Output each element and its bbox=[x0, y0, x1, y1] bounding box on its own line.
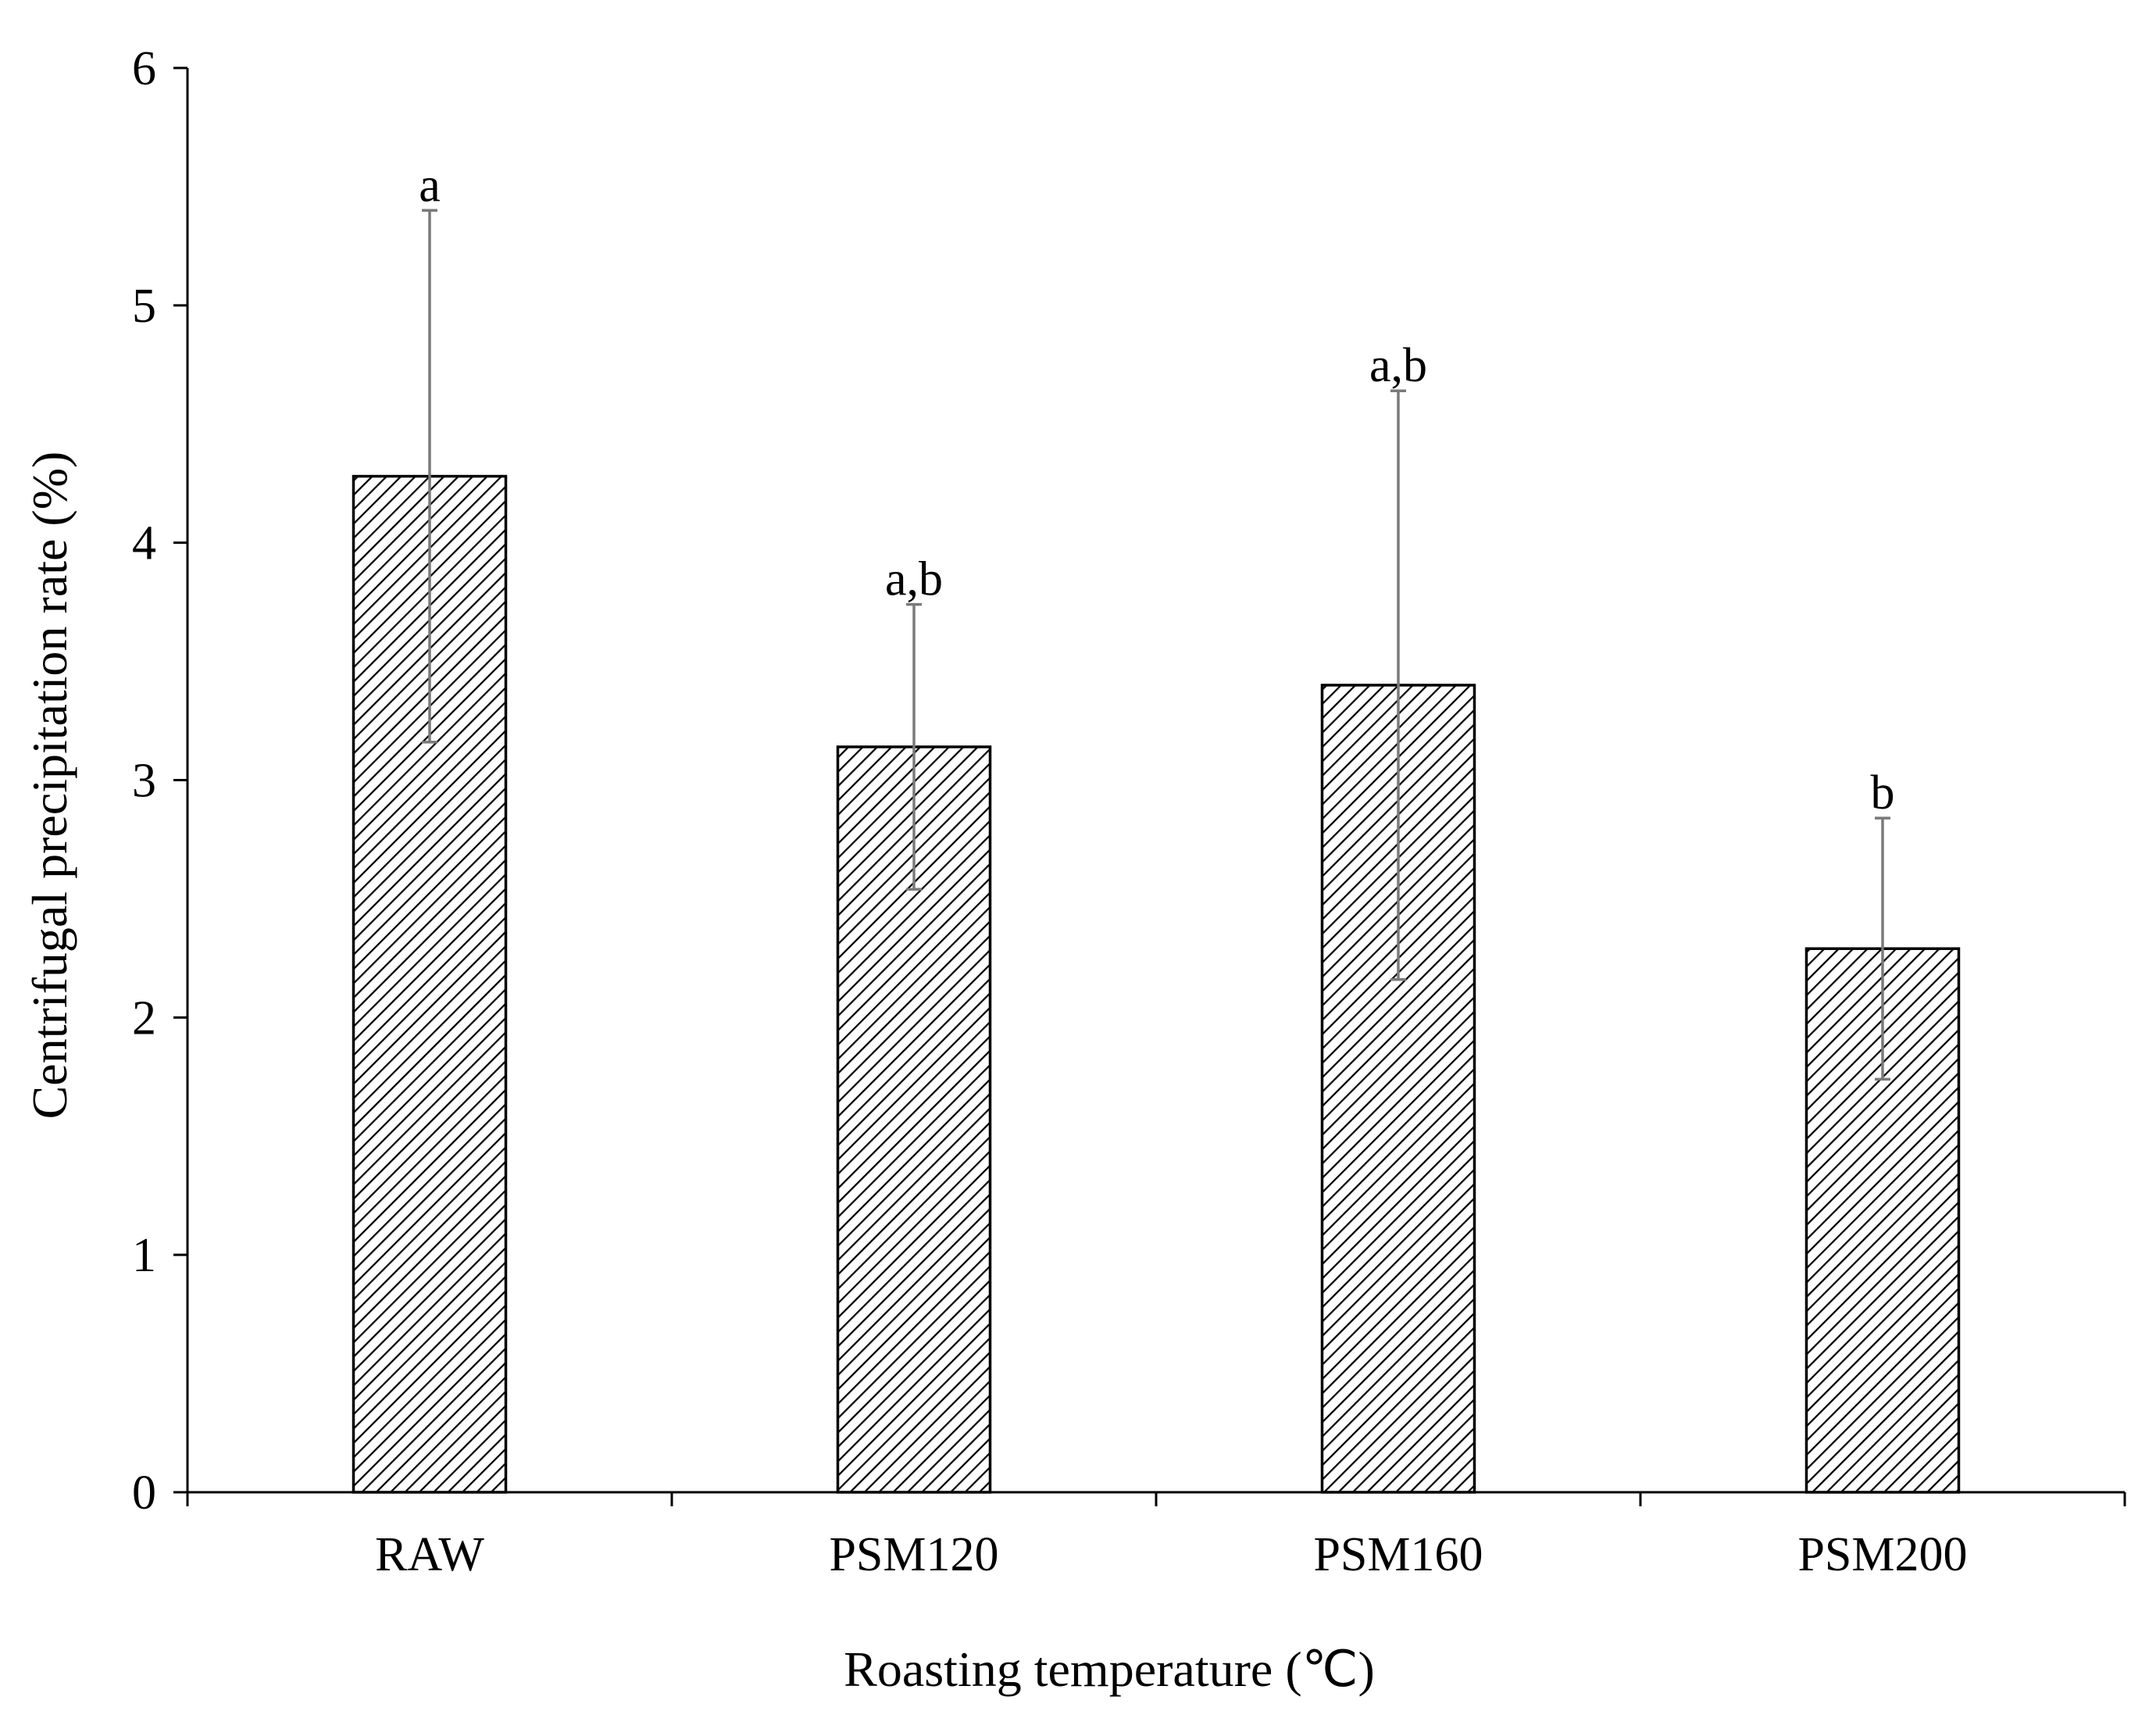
y-tick-label-0: 0 bbox=[132, 1466, 156, 1520]
y-tick-label-1: 1 bbox=[132, 1229, 156, 1282]
y-tick-label-4: 4 bbox=[132, 517, 156, 570]
y-tick-label-3: 3 bbox=[132, 755, 156, 808]
significance-label-psm120: a,b bbox=[885, 553, 943, 606]
x-category-label-raw: RAW bbox=[375, 1528, 484, 1581]
y-tick-label-5: 5 bbox=[132, 280, 156, 333]
significance-label-psm200: b bbox=[1871, 766, 1895, 820]
y-tick-label-6: 6 bbox=[132, 42, 156, 95]
x-category-label-psm160: PSM160 bbox=[1313, 1528, 1483, 1581]
x-category-label-psm200: PSM200 bbox=[1797, 1528, 1967, 1581]
significance-label-raw: a bbox=[419, 159, 441, 212]
x-category-label-psm120: PSM120 bbox=[829, 1528, 998, 1581]
y-axis-title: Centrifugal precipitation rate (%) bbox=[22, 452, 77, 1120]
plot-area: 0 1 2 3 4 5 6 a RAW a,b PSM120 a,b PSM160 b PSM200 bbox=[132, 42, 2126, 1581]
x-axis-title: Roasting temperature (℃) bbox=[844, 1641, 1375, 1697]
significance-label-psm160: a,b bbox=[1369, 339, 1427, 392]
y-axis-title-text: Centrifugal precipitation rate (%) bbox=[22, 452, 77, 1120]
y-tick-label-2: 2 bbox=[132, 991, 156, 1045]
